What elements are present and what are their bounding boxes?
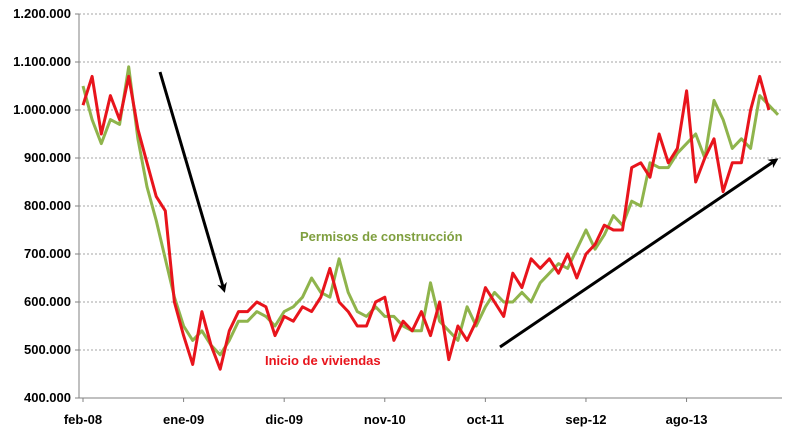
y-tick-label: 500.000 [24,342,71,357]
x-tick-label: sep-12 [565,412,606,427]
x-tick-label: oct-11 [467,412,505,427]
y-tick-label: 1.000.000 [13,102,71,117]
y-tick-label: 600.000 [24,294,71,309]
permits-annotation: Permisos de construcción [300,229,463,244]
up-trend-arrow [499,158,779,349]
axes [78,14,782,399]
x-tick-label: nov-10 [364,412,406,427]
down-trend-arrow [158,71,227,293]
x-tick-label: feb-08 [64,412,102,427]
x-axis-ticks: feb-08 ene-09 dic-09 nov-10 oct-11 sep-12 ago-… [64,398,708,427]
x-tick-label: ago-13 [666,412,708,427]
y-tick-label: 900.000 [24,150,71,165]
y-tick-label: 700.000 [24,246,71,261]
x-tick-label: dic-09 [265,412,303,427]
series [81,65,780,371]
y-axis-ticks: 400.000 500.000 600.000 700.000 800.000 900.0… [13,6,79,405]
trend-arrows [158,71,779,349]
starts-annotation: Inicio de viviendas [265,353,381,368]
y-tick-label: 800.000 [24,198,71,213]
gridlines [79,13,782,351]
x-tick-label: ene-09 [163,412,204,427]
y-tick-label: 400.000 [24,390,71,405]
y-tick-label: 1.200.000 [13,6,71,21]
series-line-starts [81,74,771,371]
y-tick-label: 1.100.000 [13,54,71,69]
